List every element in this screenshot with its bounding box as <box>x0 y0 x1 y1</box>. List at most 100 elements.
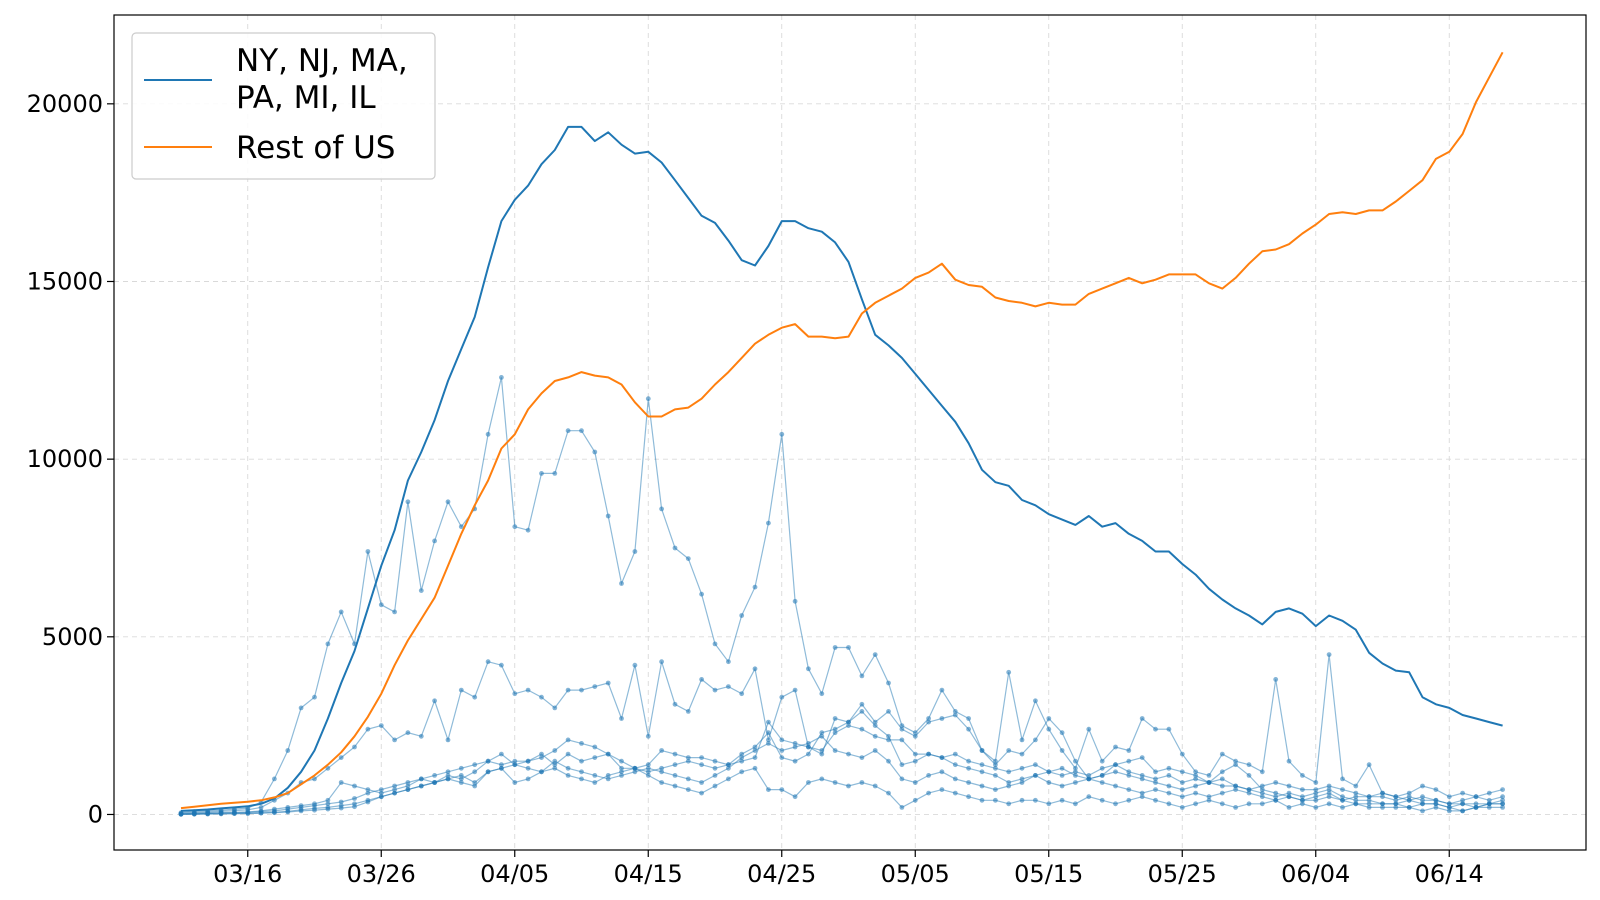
state-point <box>806 741 811 746</box>
state-point <box>552 471 558 476</box>
state-point <box>672 773 678 778</box>
state-point <box>552 762 558 768</box>
state-point <box>205 811 211 817</box>
state-point <box>605 751 611 757</box>
state-point <box>1019 737 1025 743</box>
state-point <box>539 769 544 775</box>
state-point <box>899 737 905 743</box>
state-point <box>645 762 651 768</box>
state-point <box>485 659 491 665</box>
state-point <box>605 776 611 782</box>
state-point <box>565 751 571 757</box>
state-point <box>1433 797 1439 803</box>
state-point <box>1340 776 1345 782</box>
state-point <box>952 762 958 768</box>
state-point <box>1113 762 1118 768</box>
state-point <box>859 726 865 732</box>
state-point <box>659 659 664 665</box>
state-point <box>832 748 838 753</box>
y-tick-label: 0 <box>88 800 103 828</box>
state-point <box>1246 787 1252 792</box>
state-point <box>699 591 704 597</box>
state-point <box>1433 801 1439 807</box>
state-point <box>993 762 998 768</box>
state-point <box>1153 787 1158 792</box>
state-point <box>966 780 971 785</box>
state-point <box>926 773 931 778</box>
state-point <box>926 716 931 721</box>
state-point <box>499 662 504 668</box>
state-point <box>539 755 544 760</box>
state-point <box>1420 783 1425 789</box>
state-point <box>699 755 704 760</box>
state-point <box>458 776 464 782</box>
state-point <box>1340 794 1345 800</box>
y-tick-label: 5000 <box>42 623 103 651</box>
state-point <box>699 677 704 682</box>
state-point <box>1446 808 1452 814</box>
state-point <box>685 787 691 792</box>
series-line-ny-group <box>180 125 1503 812</box>
state-point <box>325 641 331 647</box>
state-point <box>1033 762 1038 768</box>
state-point <box>1099 780 1105 785</box>
state-point <box>458 765 464 771</box>
state-point <box>685 709 691 714</box>
state-point <box>312 694 317 700</box>
series-line-rest-of-us <box>180 51 1504 810</box>
state-point <box>806 666 811 672</box>
state-point <box>552 758 558 764</box>
state-point <box>445 737 451 743</box>
state-point <box>1326 652 1332 657</box>
state-point <box>1126 787 1132 792</box>
state-line-4 <box>180 710 1503 815</box>
state-point <box>1166 773 1172 778</box>
state-point <box>886 709 891 714</box>
x-axis: 03/16 03/26 04/05 04/15 04/25 05/05 05/15 05/25… <box>213 850 1484 888</box>
state-point <box>1206 780 1212 785</box>
state-point <box>846 723 851 728</box>
state-point <box>739 755 745 760</box>
x-tick-label: 04/05 <box>480 860 549 888</box>
state-point <box>766 719 771 725</box>
state-point <box>1313 780 1319 785</box>
state-point <box>405 730 411 736</box>
state-point <box>1366 794 1372 800</box>
state-point <box>418 733 424 739</box>
state-line-6 <box>180 767 1503 815</box>
state-point <box>1193 783 1198 789</box>
state-point <box>979 769 985 775</box>
state-point <box>685 776 691 782</box>
state-point <box>458 524 464 530</box>
state-point <box>672 783 678 789</box>
state-point <box>1019 751 1025 757</box>
state-point <box>1313 787 1319 792</box>
state-point <box>1153 726 1158 732</box>
state-point <box>619 765 624 771</box>
state-point <box>1300 773 1305 778</box>
state-point <box>1486 805 1492 810</box>
state-point <box>579 741 584 746</box>
state-point <box>1446 801 1452 807</box>
state-point <box>1300 801 1305 807</box>
state-point <box>405 783 411 789</box>
state-point <box>1019 765 1025 771</box>
state-point <box>1113 801 1118 807</box>
state-point <box>952 712 958 718</box>
state-point <box>1006 783 1012 789</box>
state-point <box>352 783 357 789</box>
state-point <box>726 765 731 771</box>
state-point <box>1019 797 1025 803</box>
state-point <box>1139 790 1145 796</box>
state-point <box>979 797 985 803</box>
state-point <box>1326 794 1332 800</box>
state-point <box>1193 801 1198 807</box>
state-point <box>539 471 544 476</box>
state-point <box>312 807 317 813</box>
state-point <box>939 716 945 721</box>
state-point <box>1006 769 1012 775</box>
state-point <box>1326 783 1332 789</box>
state-point <box>872 652 878 657</box>
state-point <box>926 719 931 725</box>
state-point <box>712 641 718 647</box>
